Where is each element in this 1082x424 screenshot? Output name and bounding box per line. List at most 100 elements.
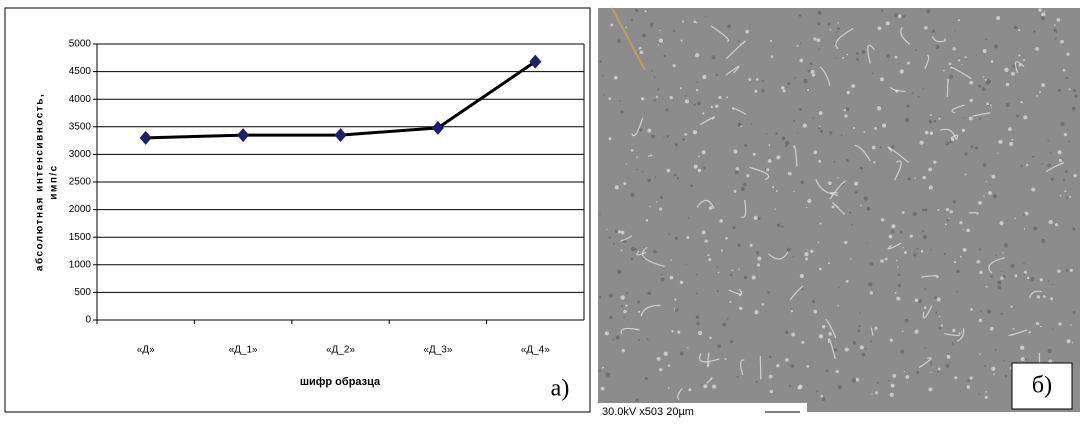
speck <box>657 88 660 91</box>
speck <box>863 131 865 133</box>
speck <box>997 281 1001 285</box>
speck <box>614 76 618 80</box>
speck <box>602 367 604 369</box>
speck <box>663 55 665 57</box>
speck <box>805 258 808 261</box>
speck <box>709 337 712 340</box>
speck <box>715 74 717 76</box>
speck <box>964 152 967 155</box>
speck <box>945 361 946 362</box>
speck <box>990 327 994 331</box>
speck <box>644 10 646 12</box>
speck <box>631 18 634 21</box>
speck <box>949 74 953 78</box>
speck <box>617 39 620 42</box>
speck <box>890 393 894 397</box>
speck <box>621 231 625 235</box>
speck <box>609 293 613 297</box>
speck <box>851 224 853 226</box>
speck <box>1014 217 1016 219</box>
speck <box>898 284 901 287</box>
speck <box>808 69 811 72</box>
speck <box>818 11 822 15</box>
speck <box>631 247 635 251</box>
speck <box>1026 164 1028 166</box>
y-tick-label: 0 <box>85 315 91 326</box>
speck <box>969 99 972 102</box>
speck <box>1004 243 1008 247</box>
speck <box>1072 227 1075 230</box>
speck <box>990 275 993 278</box>
speck <box>872 72 874 74</box>
speck <box>810 62 813 65</box>
speck <box>768 144 770 146</box>
speck <box>722 323 726 327</box>
x-axis-label: шифр образца <box>300 376 381 388</box>
speck <box>926 10 930 14</box>
speck <box>905 118 909 122</box>
speck <box>832 206 835 209</box>
speck <box>748 78 751 81</box>
speck <box>837 27 840 30</box>
speck <box>695 53 699 57</box>
speck <box>651 70 653 72</box>
speck <box>860 205 862 207</box>
speck <box>959 221 962 224</box>
speck <box>756 78 759 81</box>
speck <box>985 39 987 41</box>
speck <box>609 316 613 320</box>
speck <box>772 186 774 188</box>
speck <box>1023 115 1027 119</box>
speck <box>1041 83 1045 87</box>
speck <box>924 306 927 309</box>
speck <box>799 108 802 111</box>
speck <box>819 222 821 224</box>
speck <box>651 26 653 28</box>
speck <box>907 62 910 65</box>
speck <box>1018 29 1020 31</box>
speck <box>978 201 982 205</box>
speck <box>1063 179 1065 181</box>
speck <box>682 138 685 141</box>
speck <box>912 92 914 94</box>
speck <box>986 286 988 288</box>
speck <box>874 327 877 330</box>
speck <box>671 330 673 332</box>
speck <box>638 311 640 313</box>
speck <box>1059 159 1062 162</box>
speck <box>690 184 693 187</box>
speck <box>1057 18 1061 22</box>
speck <box>995 254 997 256</box>
speck <box>656 96 658 98</box>
speck <box>1032 155 1034 157</box>
speck <box>928 168 932 172</box>
speck <box>696 322 700 326</box>
speck <box>670 96 673 99</box>
speck <box>947 218 950 221</box>
speck <box>1066 197 1068 199</box>
speck <box>997 286 1001 290</box>
speck <box>1075 95 1078 98</box>
speck <box>961 331 962 332</box>
speck <box>647 129 651 133</box>
speck <box>670 259 672 261</box>
speck <box>983 49 987 53</box>
speck <box>700 384 702 386</box>
speck <box>853 127 855 129</box>
speck <box>774 208 776 210</box>
speck <box>802 288 804 290</box>
speck <box>991 107 992 108</box>
speck <box>1060 195 1061 196</box>
speck <box>867 284 869 286</box>
speck <box>664 352 668 356</box>
speck <box>721 249 723 251</box>
speck <box>757 217 760 220</box>
speck <box>834 348 837 351</box>
speck <box>935 45 939 49</box>
speck <box>807 199 811 203</box>
speck <box>930 361 932 363</box>
speck <box>753 153 756 156</box>
speck <box>705 15 706 16</box>
speck <box>702 167 705 170</box>
speck <box>811 70 815 74</box>
